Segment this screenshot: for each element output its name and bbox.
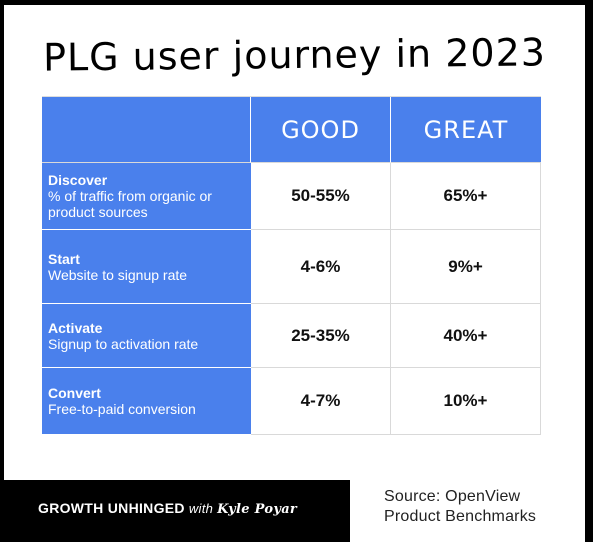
row-desc: Signup to activation rate: [48, 335, 199, 352]
value-good: 50-55%: [251, 163, 391, 230]
value-good: 25-35%: [251, 304, 391, 368]
value-good: 4-7%: [251, 368, 391, 435]
brand-label: GROWTH UNHINGED with Kyle Poyar: [38, 500, 297, 517]
row-label-discover: Discover % of traffic from organic or pr…: [42, 163, 251, 230]
row-label-convert: Convert Free-to-paid conversion: [42, 368, 251, 435]
brand-author: Kyle Poyar: [217, 502, 298, 517]
row-name: Discover: [48, 172, 108, 188]
source-line-2: Product Benchmarks: [384, 508, 537, 525]
row-label-start: Start Website to signup rate: [42, 230, 251, 304]
brand-with: with: [188, 501, 214, 516]
value-great: 65%+: [391, 163, 541, 230]
row-desc: Free-to-paid conversion: [48, 401, 196, 417]
row-desc: % of traffic from organic or product sou…: [48, 188, 212, 220]
brand-name: GROWTH UNHINGED: [38, 500, 185, 516]
value-good: 4-6%: [251, 230, 391, 304]
page-title: PLG user journey in 2023: [42, 30, 547, 80]
value-great: 10%+: [391, 368, 541, 435]
header-great: GREAT: [391, 97, 541, 163]
row-name: Start: [48, 250, 80, 267]
value-great: 40%+: [391, 304, 541, 368]
row-desc: Website to signup rate: [48, 266, 188, 283]
header-empty-cell: [42, 97, 251, 163]
row-label-activate: Activate Signup to activation rate: [42, 304, 251, 368]
source-box: [350, 480, 585, 542]
source-credit: Source: OpenView Product Benchmarks: [384, 487, 536, 527]
header-good: GOOD: [251, 97, 391, 163]
row-name: Convert: [48, 385, 101, 401]
value-great: 9%+: [391, 230, 541, 304]
source-line-1: Source: OpenView: [384, 488, 521, 505]
benchmark-table: GOOD GREAT Discover % of traffic from or…: [42, 96, 541, 435]
row-name: Activate: [48, 319, 103, 336]
